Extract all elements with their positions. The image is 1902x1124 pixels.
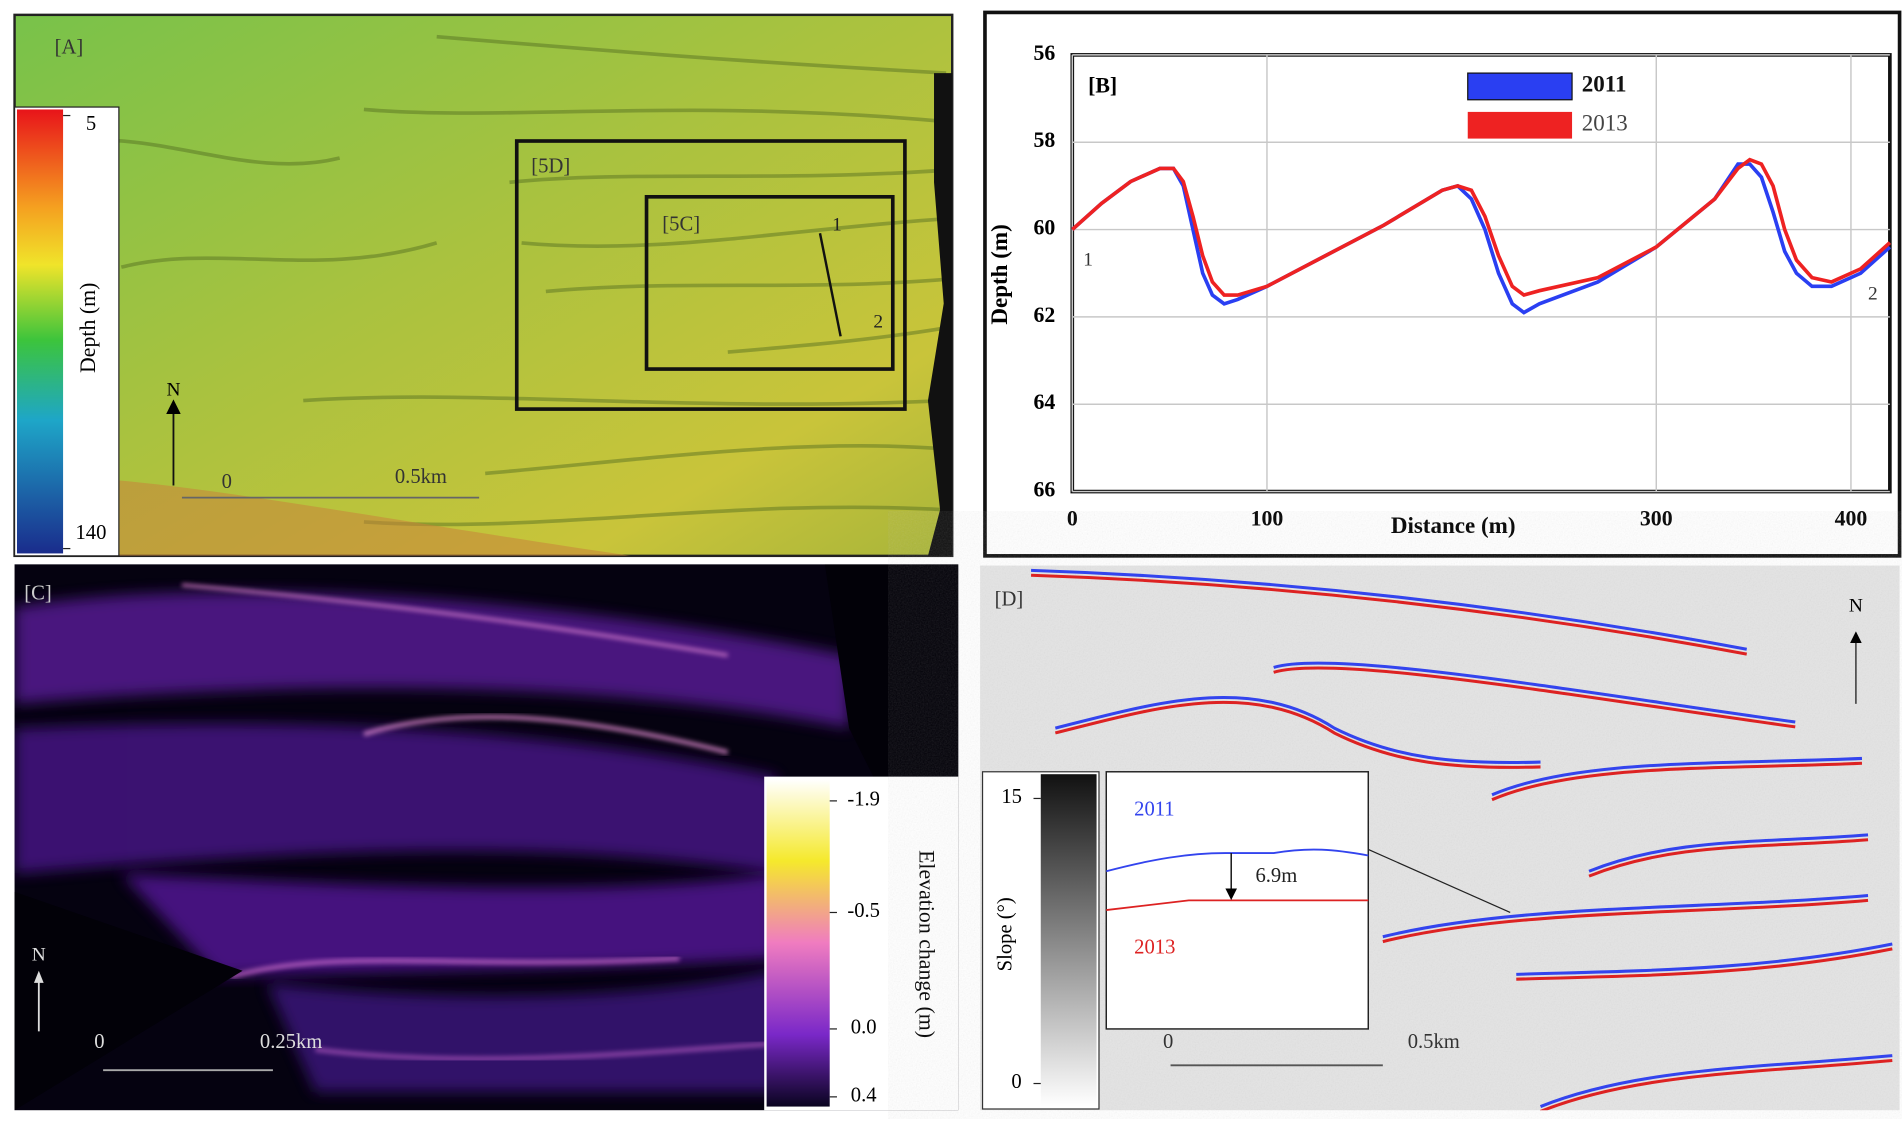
scale-label: 0.5km (1408, 1031, 1460, 1053)
legend-label: 2013 (1582, 110, 1628, 136)
colorbar (1041, 774, 1097, 1106)
panel-label: [C] (24, 582, 51, 604)
panel-frame (985, 12, 1900, 555)
x-tick-label: 100 (1251, 507, 1284, 531)
legend-swatch (1468, 112, 1572, 139)
colorbar-title: Slope (°) (995, 897, 1017, 971)
scale-label: 0.5km (395, 466, 447, 488)
panel-b: [B] Depth (m) Distance (m) 1 2 56 58 60 62 6… (985, 12, 1900, 555)
y-tick-label: 56 (1033, 41, 1055, 65)
x-tick-label: 400 (1835, 507, 1868, 531)
colorbar (17, 109, 63, 553)
scale-label: 0 (222, 471, 232, 493)
panel-label: [D] (995, 588, 1024, 610)
colorbar-tick-label: 15 (1001, 786, 1022, 808)
scale-label: 0 (94, 1031, 104, 1053)
panel-a: [A] [5D] [5C] 1 2 N 0 0.5km 5 140 Depth … (15, 15, 953, 556)
colorbar-tick-label: -0.5 (847, 900, 880, 922)
profile-label: 2 (1868, 284, 1878, 305)
box-label: [5C] (662, 214, 700, 236)
x-tick-label: 0 (1067, 507, 1078, 531)
north-label: N (32, 945, 46, 966)
north-label: N (166, 379, 180, 400)
legend-swatch (1468, 73, 1572, 100)
profile-label: 1 (832, 214, 842, 235)
y-tick-label: 64 (1033, 390, 1055, 414)
figure: [A] [5D] [5C] 1 2 N 0 0.5km 5 140 Depth … (0, 0, 1902, 1119)
inset-label: 2011 (1134, 798, 1174, 820)
panel-d: [D] N 0 0.5km 15 0 Slope (°) 2011 2013 6… (980, 566, 1899, 1112)
x-tick-label: 300 (1640, 507, 1673, 531)
page: [A] [5D] [5C] 1 2 N 0 0.5km 5 140 Depth … (0, 0, 1902, 1124)
colorbar-title: Elevation change (m) (914, 850, 938, 1038)
colorbar-title: Depth (m) (76, 283, 100, 373)
scale-label: 0.25km (260, 1031, 322, 1053)
colorbar-tick-label: 0 (1011, 1071, 1021, 1093)
y-tick-label: 62 (1033, 303, 1055, 327)
panel-c: [C] N 0 0.25km -1.9 -0.5 0.0 0.4 Elevati… (15, 564, 959, 1110)
profile-label: 2 (873, 311, 883, 332)
colorbar (767, 779, 830, 1107)
y-tick-label: 60 (1033, 216, 1055, 240)
scale-label: 0 (1163, 1031, 1173, 1053)
colorbar-tick-label: 5 (86, 113, 96, 135)
colorbar-tick-label: 0.4 (851, 1085, 877, 1107)
profile-label: 1 (1083, 250, 1093, 271)
offset-label: 6.9m (1255, 865, 1297, 887)
y-axis-title: Depth (m) (986, 224, 1012, 324)
colorbar-tick-label: -1.9 (847, 789, 880, 811)
x-axis-title: Distance (m) (1391, 512, 1516, 538)
north-label: N (1849, 595, 1863, 616)
legend-label: 2011 (1582, 71, 1627, 97)
y-tick-label: 58 (1033, 128, 1055, 152)
panel-label: [B] (1088, 74, 1117, 98)
colorbar-tick-label: 0.0 (851, 1017, 877, 1039)
inset-label: 2013 (1134, 937, 1175, 959)
panel-label: [A] (55, 37, 84, 59)
colorbar-tick-label: 140 (76, 522, 107, 544)
y-tick-label: 66 (1033, 478, 1055, 502)
box-label: [5D] (531, 155, 570, 177)
